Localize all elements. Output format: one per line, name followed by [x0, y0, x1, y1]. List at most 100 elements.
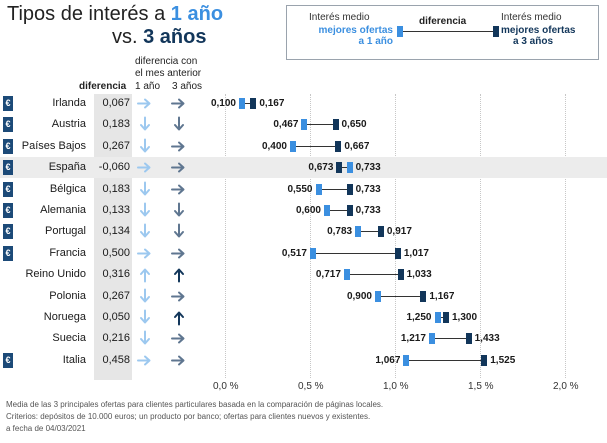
- diferencia-value: 0,316: [102, 268, 130, 281]
- gridline: [225, 94, 226, 378]
- title-one-year: 1 año: [170, 3, 224, 25]
- footer-line3: a fecha de 04/03/2021: [6, 424, 86, 433]
- one-year-marker: [375, 290, 381, 302]
- change-one-year-down-arrow-icon: [137, 309, 153, 326]
- diferencia-value: -0,060: [98, 161, 130, 174]
- table-row: Noruega 0,050 1,250 1,300: [0, 307, 607, 328]
- value-label-left: 0,783: [327, 226, 353, 238]
- chart-title-line2: vs. 3 años: [112, 26, 207, 48]
- value-label-right: 1,017: [403, 247, 429, 259]
- country-label: Suecia: [52, 332, 86, 345]
- x-tick-label: 1,0 %: [383, 381, 409, 392]
- table-row: € Bélgica 0,183 0,550 0,733: [0, 179, 607, 200]
- table-row: € Francia 0,500 0,517 1,017: [0, 243, 607, 264]
- dumbbell-line: [312, 252, 398, 254]
- euro-icon: €: [3, 245, 13, 261]
- dumbbell-line: [378, 295, 424, 297]
- country-label: Noruega: [43, 311, 86, 323]
- diferencia-value: 0,216: [102, 332, 130, 345]
- header-diferencia: diferencia: [79, 81, 127, 92]
- change-three-years-right-arrow-icon: [171, 245, 187, 262]
- three-year-marker: [346, 183, 353, 195]
- one-year-marker: [434, 312, 441, 323]
- value-label-left: 0,550: [287, 183, 313, 195]
- three-year-marker: [336, 162, 343, 174]
- gridline: [565, 94, 566, 378]
- value-label-right: 0,167: [259, 98, 285, 109]
- one-year-marker: [309, 247, 316, 259]
- euro-icon: €: [3, 138, 13, 154]
- change-one-year-down-arrow-icon: [137, 181, 153, 198]
- dumbbell-line: [431, 338, 469, 340]
- three-year-marker: [443, 312, 449, 323]
- header-three-years: 3 años: [172, 81, 203, 92]
- footer-line1: Media de las 3 principales ofertas para …: [6, 400, 384, 409]
- euro-icon: €: [3, 160, 13, 176]
- legend-middle: diferencia: [419, 16, 467, 27]
- value-label-left: 1,217: [400, 333, 426, 345]
- one-year-marker: [301, 119, 308, 131]
- diferencia-value: 0,134: [102, 225, 130, 238]
- value-label-right: 0,733: [355, 183, 381, 195]
- table-row: Suecia 0,216 1,217 1,433: [0, 328, 607, 349]
- x-tick-label: 2,0 %: [553, 381, 579, 392]
- three-year-marker: [250, 98, 257, 109]
- country-label: Francia: [49, 246, 86, 259]
- one-year-marker: [403, 354, 410, 366]
- value-label-left: 0,600: [295, 205, 321, 216]
- table-row: € España -0,060 0,673 0,733: [0, 157, 607, 179]
- change-three-years-right-arrow-icon: [171, 330, 187, 347]
- three-year-marker: [397, 269, 404, 281]
- value-label-left: 1,250: [406, 312, 432, 323]
- change-one-year-down-arrow-icon: [137, 138, 153, 155]
- country-label: Portugal: [45, 225, 86, 238]
- value-label-right: 0,733: [355, 205, 381, 216]
- dumbbell-line: [437, 317, 446, 318]
- euro-icon: €: [3, 203, 13, 218]
- dumbbell-line: [293, 145, 339, 147]
- three-year-marker: [465, 333, 472, 345]
- country-label: Austria: [51, 118, 86, 131]
- one-year-marker: [428, 333, 435, 345]
- one-year-marker: [239, 98, 245, 109]
- change-one-year-right-arrow-icon: [137, 352, 153, 369]
- country-label: Alemania: [40, 204, 86, 216]
- value-label-right: 1,300: [452, 312, 478, 323]
- title-three-years: 3 años: [143, 26, 207, 48]
- value-label-left: 0,673: [308, 162, 334, 174]
- header-change-line1: diferencia con: [135, 56, 198, 67]
- change-three-years-down-arrow-icon: [171, 116, 187, 133]
- country-label: Reino Unido: [25, 268, 86, 281]
- value-label-right: 1,525: [490, 354, 516, 366]
- dumbbell-line: [406, 359, 485, 361]
- change-one-year-down-arrow-icon: [137, 116, 153, 133]
- euro-icon: €: [3, 352, 13, 368]
- change-three-years-down-arrow-icon: [171, 202, 187, 219]
- change-one-year-right-arrow-icon: [137, 159, 153, 176]
- three-year-marker: [394, 247, 401, 259]
- legend-line: [400, 31, 494, 32]
- euro-icon: €: [3, 96, 13, 111]
- legend-left-bottom-1: mejores ofertas: [318, 25, 393, 36]
- value-label-left: 1,067: [375, 354, 401, 366]
- legend-right-top: Interés medio: [501, 12, 562, 23]
- x-tick-label: 0,0 %: [213, 381, 239, 392]
- table-row: € Italia 0,458 1,067 1,525: [0, 350, 607, 371]
- change-three-years-right-arrow-icon: [171, 95, 187, 112]
- diferencia-value: 0,267: [102, 289, 130, 302]
- table-row: Reino Unido 0,316 0,717 1,033: [0, 264, 607, 285]
- dumbbell-line: [327, 210, 350, 211]
- value-label-left: 0,100: [210, 98, 236, 109]
- legend-right-bottom-2: a 3 años: [513, 36, 554, 47]
- country-label: Polonia: [49, 289, 86, 302]
- diferencia-value: 0,133: [102, 204, 130, 216]
- dumbbell-line: [339, 167, 350, 169]
- table-row: € Irlanda 0,067 0,100 0,167: [0, 93, 607, 114]
- change-one-year-right-arrow-icon: [137, 95, 153, 112]
- diferencia-value: 0,183: [102, 118, 130, 131]
- header-one-year: 1 año: [135, 81, 161, 92]
- country-label: Países Bajos: [21, 139, 86, 152]
- diferencia-value: 0,267: [102, 139, 130, 152]
- one-year-marker: [355, 226, 362, 238]
- value-label-right: 0,917: [386, 226, 412, 238]
